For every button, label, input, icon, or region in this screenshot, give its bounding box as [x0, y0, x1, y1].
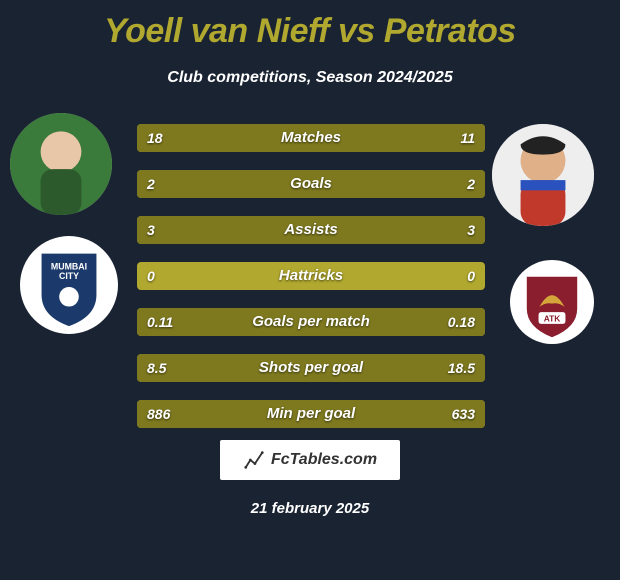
fctables-logo: FcTables.com — [220, 440, 400, 480]
stat-row: 0.110.18Goals per match — [137, 308, 485, 336]
stat-label: Goals — [137, 170, 485, 198]
svg-text:ATK: ATK — [544, 313, 561, 323]
svg-text:CITY: CITY — [59, 271, 79, 281]
stat-row: 1811Matches — [137, 124, 485, 152]
stat-row: 886633Min per goal — [137, 400, 485, 428]
chart-icon — [243, 449, 265, 471]
svg-text:MUMBAI: MUMBAI — [51, 261, 87, 271]
footer-brand-label: FcTables.com — [271, 451, 377, 469]
stat-label: Matches — [137, 124, 485, 152]
stat-row: 00Hattricks — [137, 262, 485, 290]
player2-avatar — [492, 124, 594, 226]
stat-label: Hattricks — [137, 262, 485, 290]
stats-table: 1811Matches 22Goals 33Assists 00Hattricks 0.… — [137, 124, 485, 446]
player2-club-badge: ATK — [510, 260, 594, 344]
player1-club-badge: MUMBAICITY — [20, 236, 118, 334]
stat-row: 8.518.5Shots per goal — [137, 354, 485, 382]
stat-label: Shots per goal — [137, 354, 485, 382]
stat-row: 22Goals — [137, 170, 485, 198]
player1-avatar — [10, 113, 112, 215]
stat-label: Goals per match — [137, 308, 485, 336]
subtitle: Club competitions, Season 2024/2025 — [0, 69, 620, 87]
stat-label: Assists — [137, 216, 485, 244]
stat-row: 33Assists — [137, 216, 485, 244]
date-label: 21 february 2025 — [0, 500, 620, 517]
stat-label: Min per goal — [137, 400, 485, 428]
page-title: Yoell van Nieff vs Petratos — [0, 0, 620, 51]
